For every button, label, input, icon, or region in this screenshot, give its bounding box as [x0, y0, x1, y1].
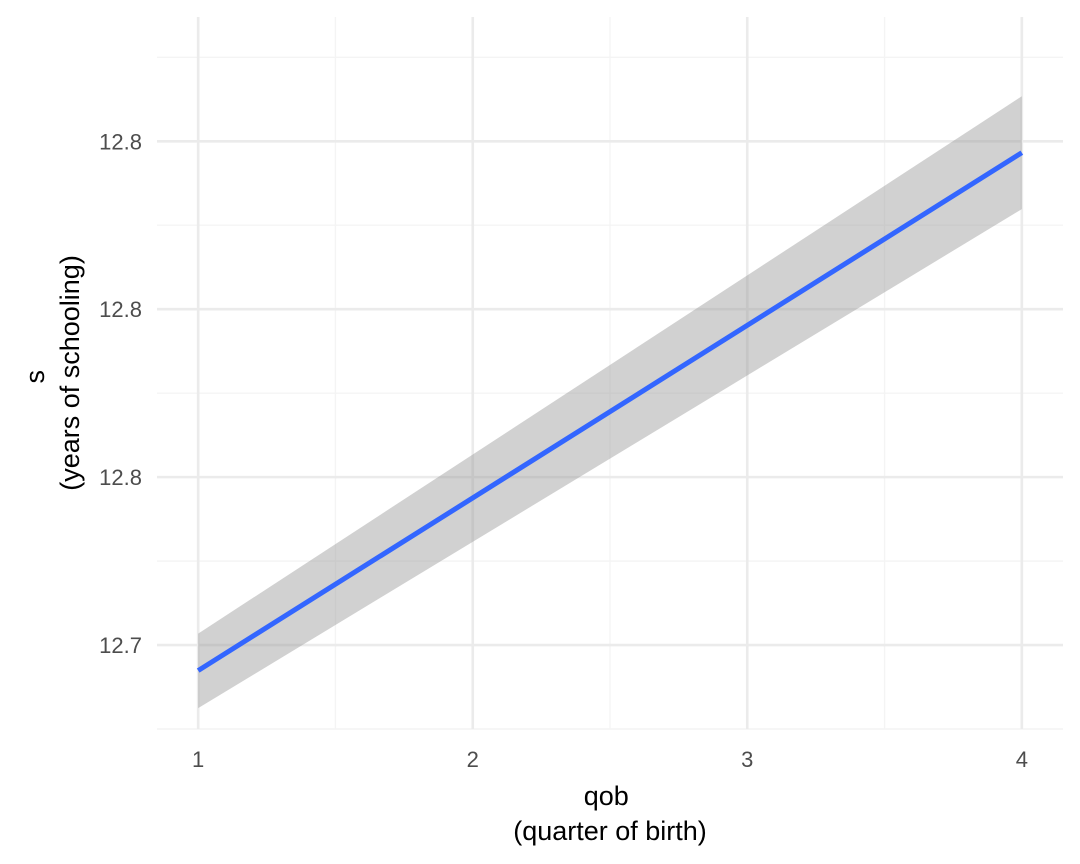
- y-tick-label: 12.8: [99, 465, 142, 490]
- x-axis-title-line2: (quarter of birth): [513, 816, 707, 846]
- y-axis-title: s (years of schooling): [20, 255, 85, 491]
- y-tick-label: 12.7: [99, 633, 142, 658]
- confidence-band-layer: [198, 96, 1022, 709]
- line-layer: [196, 150, 1024, 673]
- x-tick-label: 1: [192, 747, 204, 772]
- x-axis-title: qob (quarter of birth): [513, 781, 707, 846]
- major-grid: [157, 17, 1063, 729]
- x-axis-title-line1: qob: [584, 781, 629, 811]
- x-tick-label: 2: [467, 747, 479, 772]
- y-tick-label: 12.8: [99, 297, 142, 322]
- minor-grid: [157, 17, 1063, 730]
- fitted-line: [196, 150, 1024, 673]
- y-tick-label: 12.8: [99, 129, 142, 154]
- y-tick-labels: 12.7 12.8 12.8 12.8: [99, 129, 142, 658]
- x-tick-label: 4: [1016, 747, 1028, 772]
- y-axis-title-line2: (years of schooling): [55, 255, 85, 491]
- confidence-band: [198, 96, 1022, 709]
- x-tick-label: 3: [741, 747, 753, 772]
- x-tick-labels: 1 2 3 4: [192, 747, 1028, 772]
- y-axis-title-line1: s: [20, 370, 50, 384]
